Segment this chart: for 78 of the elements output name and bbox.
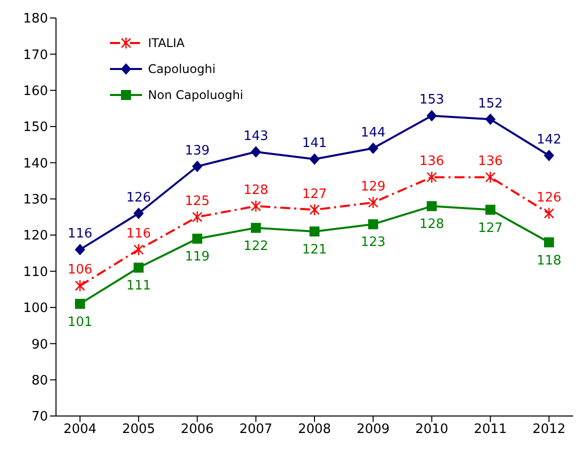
point [368, 219, 378, 230]
data-label: 116 [68, 226, 92, 242]
x-tick-label: 2007 [239, 422, 272, 438]
point [75, 244, 85, 256]
point [192, 160, 202, 172]
y-tick-label: 180 [23, 12, 48, 27]
data-label: 153 [419, 92, 444, 108]
point [250, 146, 261, 158]
data-label: 116 [126, 226, 152, 242]
x-tick-label: 2005 [122, 422, 156, 438]
y-tick-label: 110 [23, 264, 48, 280]
point [250, 200, 262, 212]
data-label: 125 [184, 194, 210, 209]
data-label: 121 [302, 242, 327, 258]
x-tick-label: 2010 [415, 422, 448, 438]
point [368, 196, 378, 209]
y-tick-label: 70 [31, 410, 48, 425]
point [426, 171, 437, 184]
data-label: 127 [302, 186, 327, 202]
y-tick-label: 160 [23, 84, 48, 99]
y-tick-label: 120 [23, 228, 48, 244]
data-label: 144 [360, 125, 386, 140]
data-label: 152 [478, 96, 503, 112]
data-label: 128 [243, 183, 268, 198]
point [310, 154, 320, 165]
point [192, 210, 202, 224]
point [485, 204, 496, 215]
point [426, 110, 437, 122]
point [485, 114, 496, 125]
point [544, 207, 554, 220]
x-tick-label: 2006 [180, 422, 214, 438]
point [192, 234, 202, 244]
legend-label: ITALIA [148, 36, 185, 50]
x-tick-label: 2008 [298, 422, 332, 438]
x-tick-label: 2011 [474, 422, 507, 438]
data-label: 123 [360, 235, 386, 250]
point [250, 222, 261, 233]
y-tick-label: 130 [23, 192, 48, 208]
y-tick-label: 170 [23, 48, 48, 63]
data-label: 143 [243, 128, 268, 144]
point [134, 262, 144, 273]
data-label: 119 [184, 250, 210, 265]
data-label: 136 [478, 154, 503, 170]
point [75, 298, 85, 309]
x-tick-label: 2012 [532, 422, 566, 438]
data-label: 136 [419, 154, 444, 170]
data-label: 122 [243, 238, 268, 254]
point [485, 171, 496, 184]
data-label: 111 [126, 278, 152, 294]
point [544, 237, 554, 248]
point [544, 150, 554, 161]
point [74, 280, 86, 292]
point [134, 208, 144, 219]
y-tick-label: 150 [23, 120, 48, 136]
x-tick-label: 2009 [356, 422, 390, 438]
data-label: 139 [184, 143, 210, 158]
point [426, 201, 437, 212]
y-tick-label: 80 [31, 373, 48, 388]
legend-label: Non Capoluoghi [148, 88, 244, 102]
data-label: 101 [68, 314, 92, 330]
legend-label: Capoluoghi [148, 62, 216, 76]
data-label: 126 [126, 190, 152, 206]
point [309, 204, 320, 216]
data-label: 127 [478, 220, 503, 236]
y-tick-label: 90 [31, 337, 48, 352]
y-tick-label: 100 [23, 301, 48, 316]
data-label: 106 [68, 262, 92, 278]
data-label: 141 [302, 136, 327, 152]
point [368, 142, 378, 154]
data-label: 129 [360, 180, 386, 195]
point [310, 226, 320, 236]
data-label: 126 [536, 190, 562, 206]
x-tick-label: 2004 [63, 422, 97, 438]
point [133, 243, 144, 256]
data-label: 142 [536, 132, 562, 148]
data-label: 118 [536, 253, 562, 268]
data-label: 128 [419, 217, 444, 232]
y-tick-label: 140 [23, 156, 48, 172]
